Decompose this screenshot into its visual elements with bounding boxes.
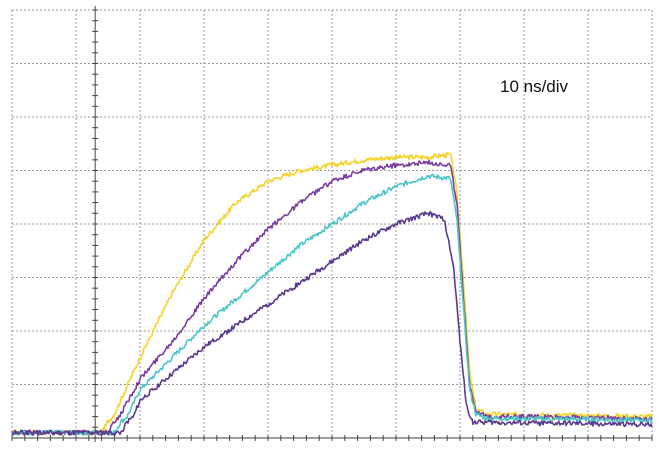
trace-line — [11, 159, 653, 436]
traces — [11, 151, 653, 436]
trace-line — [11, 173, 653, 436]
trace-line — [11, 211, 653, 436]
timebase-label: 10 ns/div — [500, 77, 569, 96]
grid — [11, 6, 653, 442]
